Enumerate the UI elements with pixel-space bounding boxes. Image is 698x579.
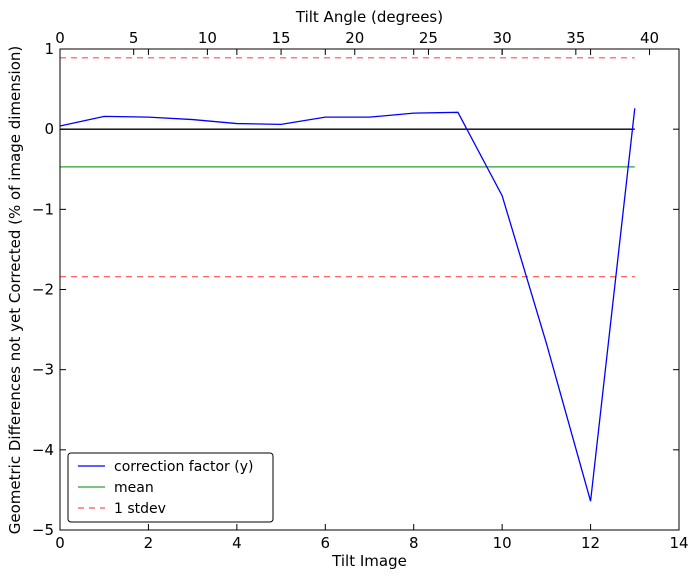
legend-label: mean — [114, 480, 154, 496]
x-tick-label: 4 — [232, 534, 242, 552]
series-line-0 — [59, 108, 636, 502]
x2-axis-title: Tilt Angle (degrees) — [295, 8, 443, 26]
y-tick-label: −2 — [32, 281, 54, 299]
x-tick-label: 14 — [669, 534, 688, 552]
x2-tick-label: 0 — [55, 29, 65, 47]
legend: correction factor (y) mean 1 stdev — [67, 452, 274, 523]
legend-label: 1 stdev — [114, 501, 166, 517]
x2-tick-label: 5 — [129, 29, 139, 47]
x-tick-label: 0 — [55, 534, 65, 552]
x2-tick-label: 25 — [419, 29, 438, 47]
y-tick-label: 0 — [44, 120, 54, 138]
x-tick-label: 8 — [409, 534, 419, 552]
x-tick-label: 6 — [321, 534, 331, 552]
legend-label: correction factor (y) — [114, 459, 253, 475]
x-axis-title: Tilt Image — [331, 552, 407, 570]
x-tick-label: 2 — [144, 534, 154, 552]
y-tick-label: −5 — [32, 521, 54, 539]
x2-tick-label: 10 — [198, 29, 217, 47]
y-tick-label: −4 — [32, 441, 54, 459]
x2-tick-label: 20 — [345, 29, 364, 47]
axes: 0 2 4 6 8 10 12 140 5 10 15 20 25 30 35 40−5−4−3−2−101 — [32, 29, 689, 552]
y-tick-label: 1 — [44, 40, 54, 58]
plot-area — [59, 57, 636, 502]
x2-tick-label: 35 — [566, 29, 585, 47]
x-tick-label: 10 — [493, 534, 512, 552]
y-axis-title: Geometric Differences not yet Corrected … — [6, 46, 24, 535]
y-tick-label: −1 — [32, 200, 54, 218]
x2-tick-label: 40 — [640, 29, 659, 47]
x-tick-label: 12 — [581, 534, 600, 552]
legend-box — [67, 452, 274, 523]
x2-tick-label: 15 — [272, 29, 291, 47]
y-tick-label: −3 — [32, 361, 54, 379]
x2-tick-label: 30 — [493, 29, 512, 47]
